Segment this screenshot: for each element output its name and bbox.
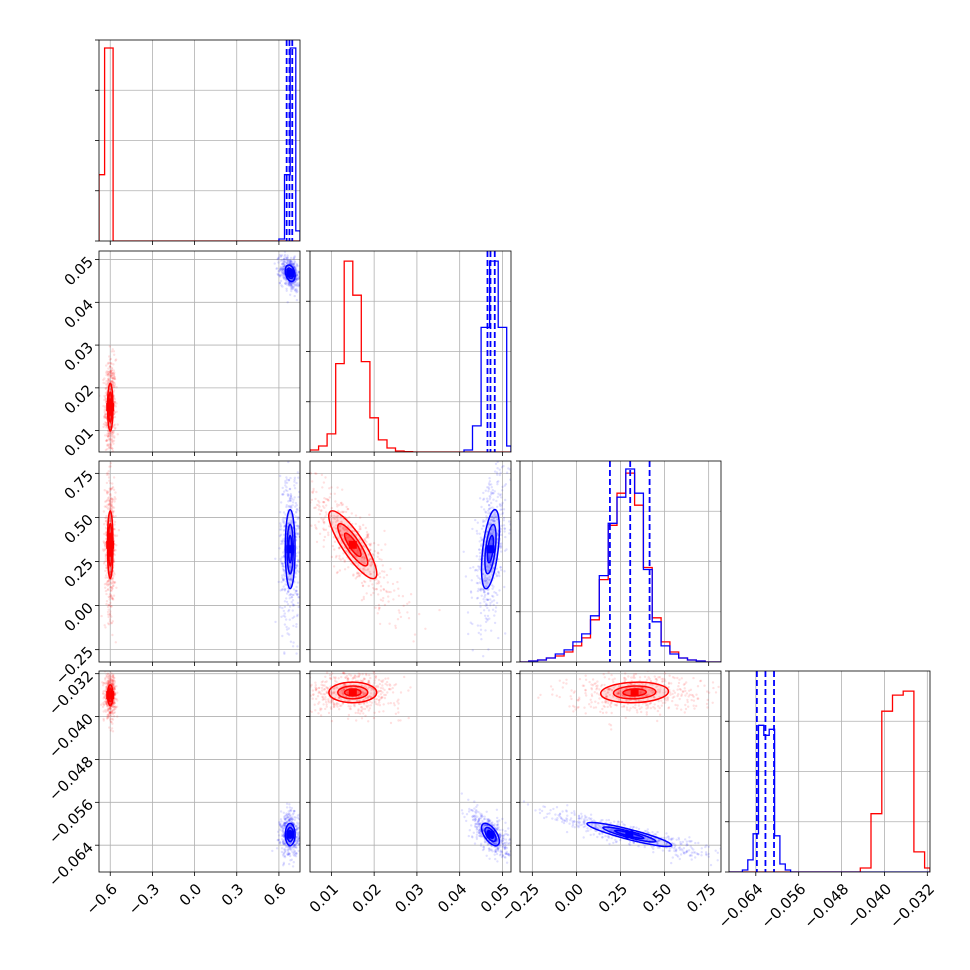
panel-3-1: 0.01 0.02 0.03 0.04 0.05: [306, 670, 513, 916]
hist-blue-0: [278, 47, 300, 241]
density-peak-red: [630, 688, 639, 697]
panel-frame: [309, 670, 512, 873]
y-tick-label: 0.01: [61, 424, 97, 460]
density-peak-red: [106, 691, 115, 700]
hist-red-1: [310, 260, 511, 452]
y-tick-label: −0.056: [45, 796, 97, 848]
density-peak-red: [106, 540, 115, 549]
panel-3-3: −0.064−0.056−0.048−0.040−0.032: [715, 670, 938, 932]
y-tick-label: −0.040: [45, 710, 97, 762]
panel-3-0: −0.6 −0.3 0.0 0.3 0.6 −0.064−0.056−0.048−0.04…: [45, 667, 301, 919]
panel-3-2: −0.25 0.00 0.25 0.50 0.75: [498, 670, 722, 925]
hist-blue-3: [729, 724, 930, 872]
panel-2-0: −0.250.000.250.500.75: [52, 460, 301, 688]
x-tick-label: 0.01: [306, 880, 342, 916]
density-peak-blue: [286, 269, 295, 278]
y-tick-label: 0.04: [61, 296, 97, 332]
x-tick-label: 0.0: [176, 880, 206, 910]
x-tick-label: −0.056: [757, 880, 809, 932]
x-tick-label: −0.6: [83, 880, 121, 918]
density-peak-red: [348, 540, 357, 549]
x-tick-label: 0.00: [551, 880, 587, 916]
panel-1-1: [306, 250, 512, 456]
x-tick-label: 0.25: [595, 880, 631, 916]
x-tick-label: 0.50: [639, 880, 675, 916]
hist-blue-2: [520, 468, 721, 662]
x-tick-label: 0.3: [218, 880, 248, 910]
y-tick-label: 0.03: [61, 338, 97, 374]
x-tick-label: −0.032: [886, 880, 938, 932]
y-tick-label: 0.00: [61, 599, 97, 635]
x-tick-label: 0.6: [260, 880, 290, 910]
x-tick-label: 0.02: [349, 880, 385, 916]
density-peak-blue: [625, 830, 634, 839]
panel-2-2: [516, 460, 722, 666]
y-tick-label: −0.048: [45, 753, 97, 805]
density-peak-blue: [286, 830, 295, 839]
x-tick-label: −0.3: [125, 880, 163, 918]
x-tick-label: −0.064: [715, 880, 767, 932]
density-peak-blue: [286, 545, 295, 554]
panel-2-1: [306, 460, 512, 666]
x-tick-label: 0.03: [391, 880, 427, 916]
x-tick-label: −0.048: [800, 880, 852, 932]
density-peak-red: [348, 688, 357, 697]
y-tick-label: 0.50: [61, 511, 97, 547]
y-tick-label: 0.75: [61, 467, 97, 503]
panel-1-0: 0.01 0.02 0.03 0.04 0.05: [61, 250, 301, 460]
y-tick-label: −0.064: [45, 838, 97, 890]
y-tick-label: 0.05: [61, 253, 97, 289]
hist-red-0: [99, 47, 300, 241]
x-tick-label: −0.040: [843, 880, 895, 932]
density-peak-red: [106, 403, 115, 412]
y-tick-label: 0.02: [61, 381, 97, 417]
panel-frame: [98, 250, 301, 453]
hist-blue-1: [463, 260, 511, 452]
panel-frame: [98, 670, 301, 873]
density-peak-blue: [486, 830, 495, 839]
x-tick-label: 0.75: [683, 880, 719, 916]
hist-red-3: [729, 690, 930, 872]
panel-0-0: [95, 39, 301, 245]
density-peak-blue: [486, 545, 495, 554]
x-tick-label: 0.04: [434, 880, 470, 916]
y-tick-label: 0.25: [61, 555, 97, 591]
